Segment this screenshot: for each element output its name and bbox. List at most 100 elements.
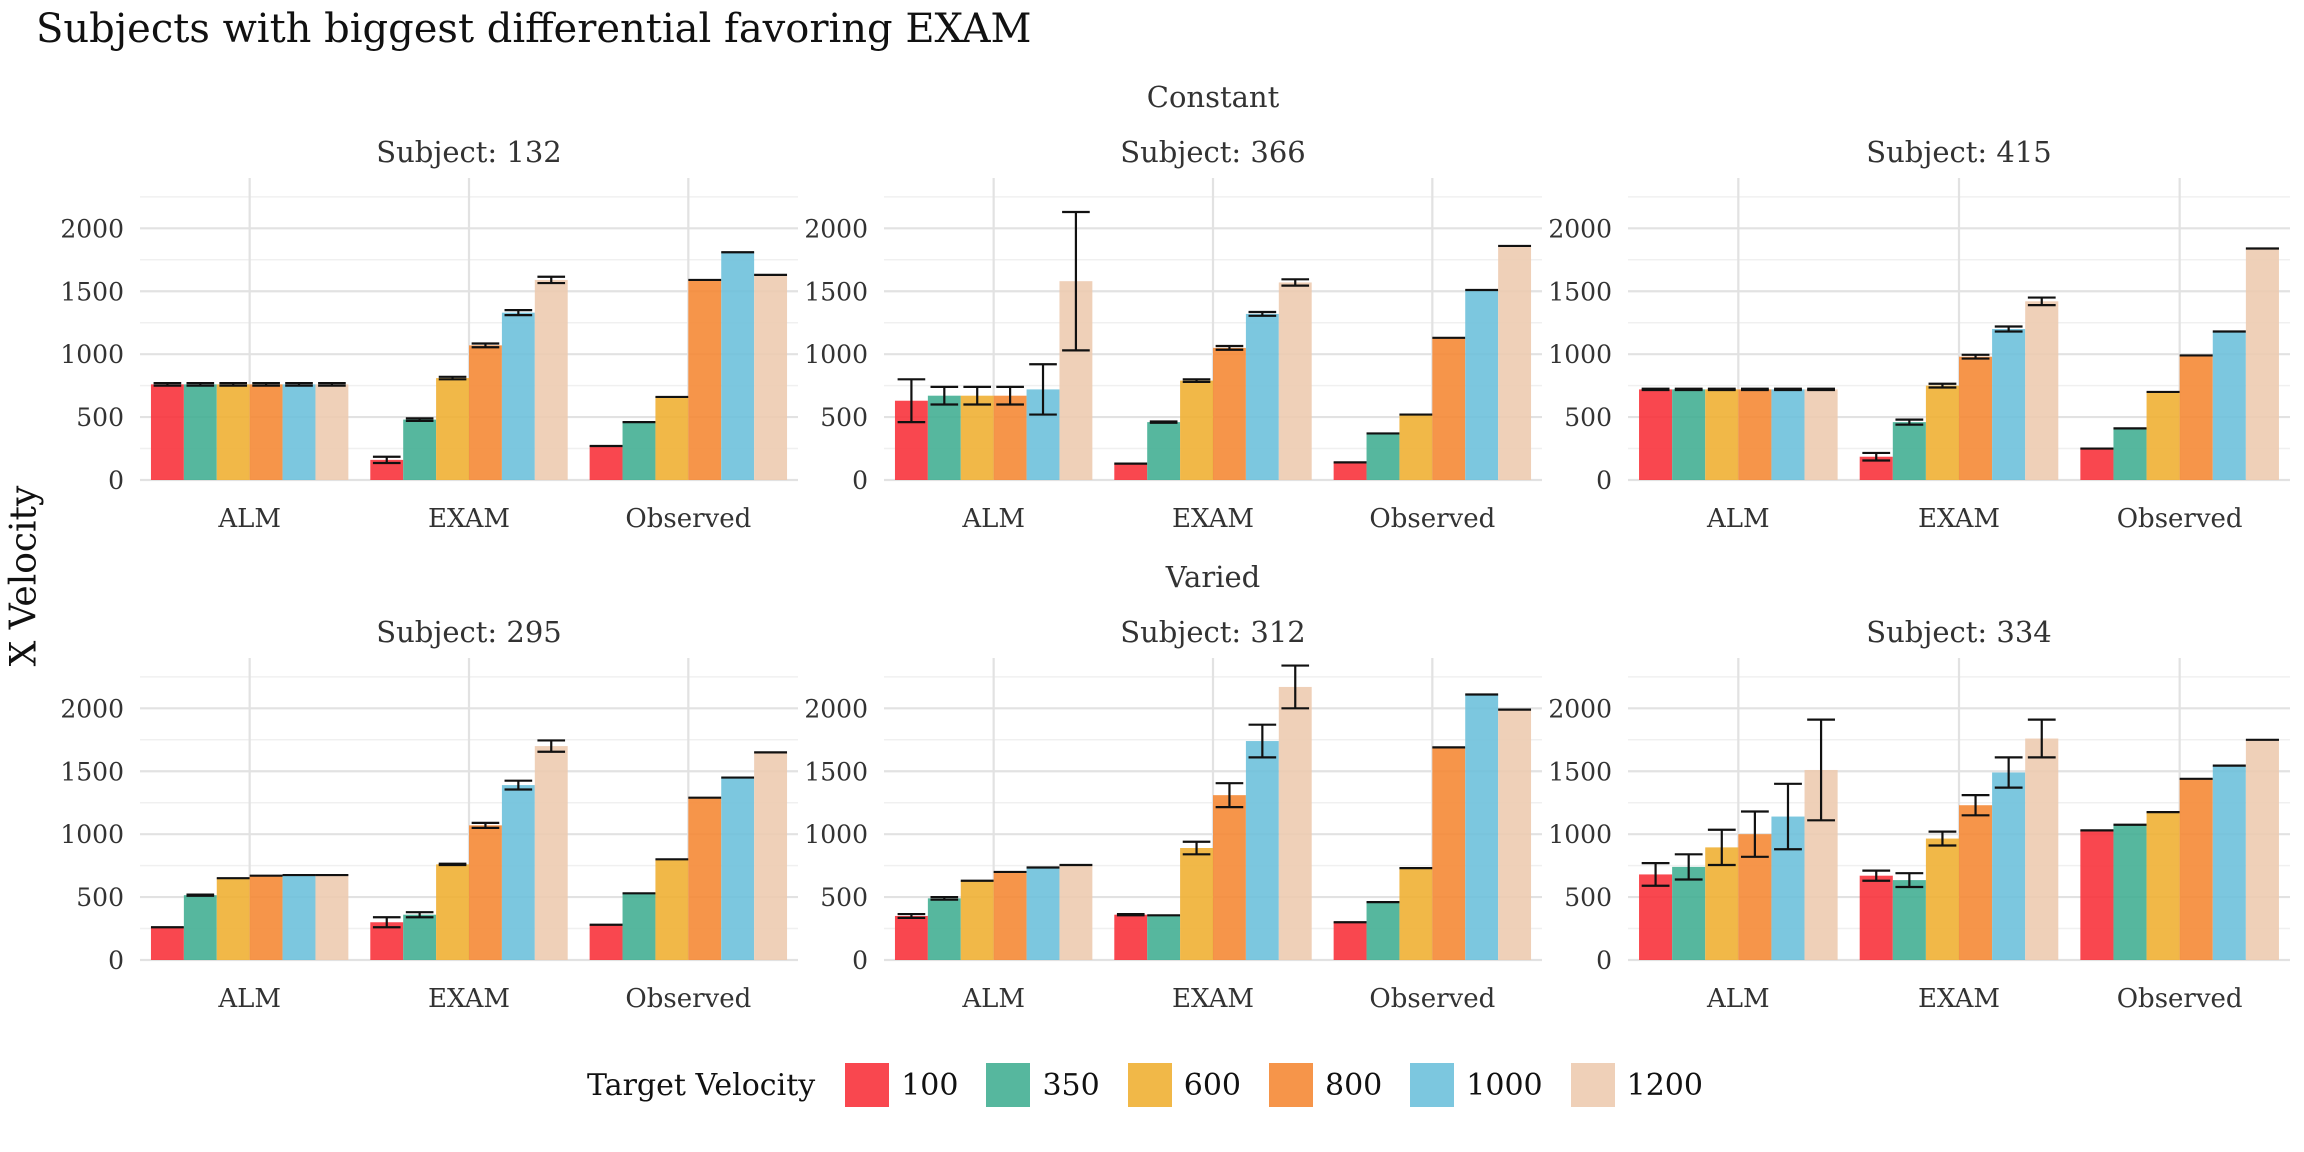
x-tick-label: Observed: [625, 984, 751, 1014]
bar: [403, 420, 436, 480]
y-tick-label: 500: [820, 883, 868, 912]
bar: [961, 881, 994, 960]
bar: [623, 893, 656, 960]
bar: [1498, 246, 1531, 480]
bar: [502, 313, 535, 480]
bar: [1992, 329, 2025, 480]
legend-label: 1200: [1627, 1068, 1703, 1103]
bar: [250, 384, 283, 480]
legend-item-800: 800: [1269, 1063, 1382, 1107]
bar: [469, 345, 502, 480]
legend: Target Velocity 100 350 600 800 1000 120…: [0, 1062, 2304, 1108]
y-tick-label: 2000: [804, 694, 868, 723]
bar: [1860, 876, 1893, 960]
y-tick-label: 2000: [1548, 214, 1612, 243]
y-tick-label: 2000: [60, 694, 124, 723]
legend-label: 800: [1325, 1068, 1382, 1103]
facet-subtitle: Subject: 366: [1120, 135, 1306, 169]
y-tick-label: 0: [852, 946, 868, 975]
bar: [1992, 773, 2025, 960]
bar: [469, 825, 502, 960]
legend-swatch: [1410, 1063, 1454, 1107]
y-tick-label: 500: [1564, 403, 1612, 432]
bar: [1279, 282, 1312, 480]
facet-subtitle: Subject: 334: [1866, 615, 2052, 649]
bar: [994, 396, 1027, 480]
bar: [1147, 915, 1180, 960]
y-tick-label: 1000: [804, 820, 868, 849]
bar: [315, 384, 348, 480]
bar: [250, 876, 283, 960]
bar: [1399, 415, 1432, 480]
bar: [1432, 338, 1465, 480]
legend-swatch: [1269, 1063, 1313, 1107]
facet-subtitle: Subject: 312: [1120, 615, 1306, 649]
facet-subtitle: Subject: 415: [1866, 135, 2052, 169]
x-tick-label: ALM: [1706, 984, 1770, 1014]
x-tick-label: Observed: [2117, 984, 2243, 1014]
bar: [2147, 392, 2180, 480]
x-tick-label: EXAM: [1918, 504, 2000, 534]
legend-item-100: 100: [845, 1063, 958, 1107]
bar: [2180, 779, 2213, 960]
bar: [1334, 462, 1367, 480]
bar: [2213, 766, 2246, 960]
bar: [1926, 839, 1959, 960]
facet-group-label: Varied: [1165, 560, 1260, 594]
bar: [1771, 389, 1804, 480]
x-tick-label: ALM: [961, 984, 1025, 1014]
bar: [1672, 389, 1705, 480]
bar: [2025, 739, 2058, 960]
y-tick-label: 1500: [1548, 757, 1612, 786]
y-tick-label: 500: [76, 403, 124, 432]
bar: [283, 384, 316, 480]
bar: [1367, 902, 1400, 960]
legend-item-1000: 1000: [1410, 1063, 1542, 1107]
bar: [1705, 389, 1738, 480]
bar: [1147, 422, 1180, 480]
bar: [184, 384, 217, 480]
bar: [1639, 874, 1672, 960]
y-tick-label: 2000: [1548, 694, 1612, 723]
y-tick-label: 1000: [60, 340, 124, 369]
bar: [436, 864, 469, 960]
x-tick-label: ALM: [961, 504, 1025, 534]
bar: [928, 898, 961, 960]
legend-item-600: 600: [1128, 1063, 1241, 1107]
y-tick-label: 500: [1564, 883, 1612, 912]
bar: [1738, 389, 1771, 480]
bar: [688, 280, 721, 480]
bar: [2113, 825, 2146, 960]
bar: [1213, 348, 1246, 480]
y-tick-label: 1000: [60, 820, 124, 849]
legend-item-1200: 1200: [1571, 1063, 1703, 1107]
legend-swatch: [1128, 1063, 1172, 1107]
bar: [151, 927, 184, 960]
legend-swatch: [986, 1063, 1030, 1107]
bar: [2080, 449, 2113, 480]
bar: [1246, 314, 1279, 480]
y-tick-label: 1500: [60, 757, 124, 786]
bar: [1114, 915, 1147, 960]
bar: [1027, 868, 1060, 960]
bar: [2113, 428, 2146, 480]
y-tick-label: 1000: [804, 340, 868, 369]
bar: [895, 916, 928, 960]
legend-swatch: [1571, 1063, 1615, 1107]
bar: [2213, 332, 2246, 480]
y-tick-label: 1000: [1548, 340, 1612, 369]
y-tick-label: 0: [1596, 466, 1612, 495]
bar: [2025, 301, 2058, 480]
bar: [754, 275, 787, 480]
x-tick-label: EXAM: [1918, 984, 2000, 1014]
bar: [590, 925, 623, 960]
bar: [1279, 687, 1312, 960]
bar: [184, 895, 217, 960]
x-tick-label: EXAM: [1172, 504, 1254, 534]
bar: [436, 378, 469, 480]
legend-title: Target Velocity: [587, 1068, 815, 1103]
bar: [655, 397, 688, 480]
bar: [2246, 248, 2279, 480]
bar: [721, 778, 754, 960]
